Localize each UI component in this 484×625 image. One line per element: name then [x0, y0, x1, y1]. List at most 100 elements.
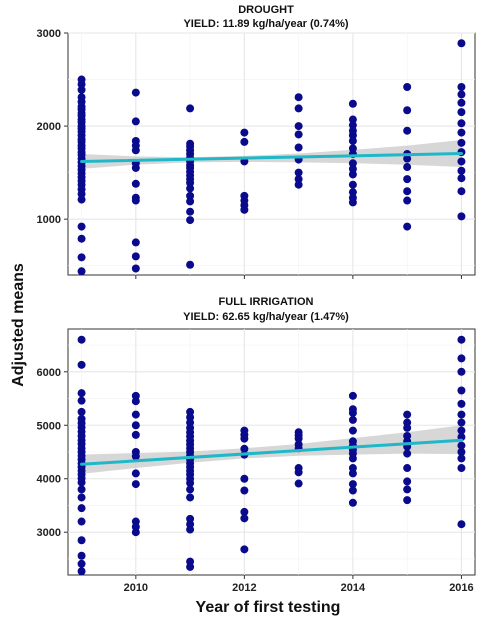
data-point — [131, 430, 140, 439]
x-tick-label: 2016 — [449, 582, 473, 594]
data-point — [348, 159, 357, 168]
data-point — [348, 454, 357, 463]
drought-panel: DROUGHT YIELD: 11.89 kg/ha/year (0.74%) … — [37, 4, 476, 279]
data-point — [348, 480, 357, 489]
data-point — [348, 198, 357, 207]
data-point — [186, 178, 195, 187]
data-point — [403, 175, 412, 184]
drought-confidence-band — [81, 140, 462, 169]
data-point — [457, 119, 466, 128]
data-point — [240, 434, 249, 443]
data-point — [77, 234, 86, 243]
data-point — [77, 396, 86, 405]
x-axis-title: Year of first testing — [196, 599, 341, 616]
data-point — [457, 386, 466, 395]
data-point — [77, 190, 86, 199]
y-tick-label: 3000 — [37, 28, 61, 40]
data-point — [294, 143, 303, 152]
data-point — [77, 493, 86, 502]
data-point — [186, 485, 195, 494]
data-point — [403, 464, 412, 473]
data-point — [348, 180, 357, 189]
data-point — [77, 389, 86, 398]
data-point — [457, 187, 466, 196]
data-point — [294, 434, 303, 443]
data-point — [457, 212, 466, 221]
y-tick-label: 4000 — [37, 474, 61, 486]
data-point — [457, 367, 466, 376]
data-point — [186, 525, 195, 534]
data-point — [348, 164, 357, 173]
data-point — [131, 264, 140, 273]
data-point — [294, 130, 303, 139]
data-point — [240, 545, 249, 554]
data-point — [131, 410, 140, 419]
y-tick-label: 6000 — [37, 367, 61, 379]
data-point — [348, 391, 357, 400]
irrigation-panel: FULL IRRIGATION YIELD: 62.65 kg/ha/year … — [37, 296, 476, 594]
data-point — [348, 498, 357, 507]
irrigation-panel-title: FULL IRRIGATION — [219, 296, 314, 308]
x-tick-label: 2014 — [341, 582, 366, 594]
data-point — [294, 122, 303, 131]
data-point — [403, 82, 412, 91]
data-point — [457, 138, 466, 147]
data-point — [77, 485, 86, 494]
data-point — [457, 464, 466, 473]
data-point — [457, 90, 466, 99]
data-point — [403, 187, 412, 196]
data-point — [240, 444, 249, 453]
data-point — [294, 479, 303, 488]
data-point — [457, 157, 466, 166]
data-point — [131, 179, 140, 188]
data-point — [186, 191, 195, 200]
data-point — [77, 360, 86, 369]
x-tick-label: 2012 — [232, 582, 256, 594]
data-point — [131, 117, 140, 126]
data-point — [186, 479, 195, 488]
data-point — [457, 441, 466, 450]
confidence-band — [81, 425, 462, 474]
data-point — [348, 426, 357, 435]
data-point — [186, 197, 195, 206]
x-tick-label: 2010 — [124, 582, 148, 594]
data-point — [131, 88, 140, 97]
data-point — [240, 205, 249, 214]
drought-panel-subtitle: YIELD: 11.89 kg/ha/year (0.74%) — [183, 18, 348, 30]
drought-points — [77, 39, 466, 276]
data-point — [77, 85, 86, 94]
data-point — [457, 418, 466, 427]
data-point — [186, 184, 195, 193]
data-point — [77, 222, 86, 231]
trend-line — [80, 438, 463, 466]
data-point — [457, 335, 466, 344]
irrigation-panel-subtitle: YIELD: 62.65 kg/ha/year (1.47%) — [183, 311, 349, 323]
data-point — [457, 520, 466, 529]
data-point — [457, 399, 466, 408]
data-point — [131, 252, 140, 261]
data-point — [457, 174, 466, 183]
data-point — [403, 222, 412, 231]
data-point — [77, 267, 86, 276]
data-point — [403, 410, 412, 419]
y-tick-label: 1000 — [37, 214, 61, 226]
data-point — [186, 260, 195, 269]
data-point — [457, 426, 466, 435]
data-point — [186, 493, 195, 502]
data-point — [186, 207, 195, 216]
data-point — [348, 469, 357, 478]
data-point — [457, 454, 466, 463]
data-point — [457, 98, 466, 107]
data-point — [348, 408, 357, 417]
data-point — [131, 163, 140, 172]
data-point — [131, 238, 140, 247]
data-point — [294, 175, 303, 184]
drought-gridlines — [68, 32, 475, 275]
data-point — [457, 354, 466, 363]
drought-trend-line — [80, 152, 463, 163]
data-point — [457, 128, 466, 137]
data-point — [403, 196, 412, 205]
data-point — [403, 126, 412, 135]
data-point — [77, 195, 86, 204]
